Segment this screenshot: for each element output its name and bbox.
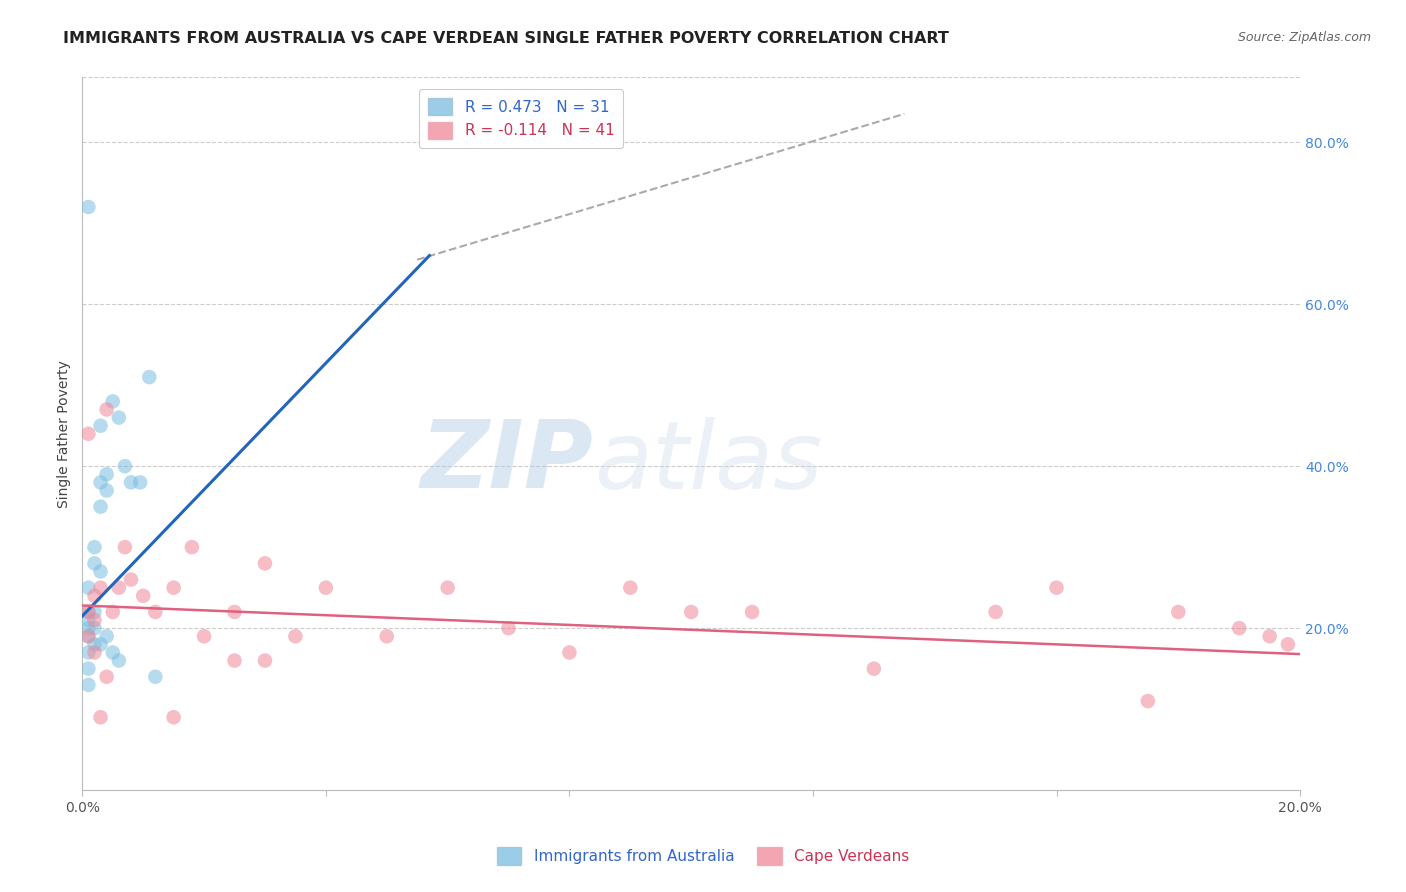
Point [83, 589, 105, 603]
Point [863, 662, 886, 676]
Point [77, 605, 100, 619]
Point [120, 475, 142, 490]
Point [83, 637, 105, 651]
Point [284, 629, 307, 643]
Point [1136, 694, 1159, 708]
Point [101, 394, 124, 409]
Point [77, 629, 100, 643]
Point [90, 581, 112, 595]
Point [224, 654, 246, 668]
Point [77, 629, 100, 643]
Point [619, 581, 641, 595]
Point [498, 621, 520, 635]
Point [143, 670, 166, 684]
Point [1258, 629, 1281, 643]
Point [101, 645, 124, 659]
Point [77, 662, 100, 676]
Point [108, 581, 131, 595]
Point [77, 621, 100, 635]
Point [162, 710, 184, 724]
Point [77, 645, 100, 659]
Point [96, 629, 118, 643]
Point [83, 621, 105, 635]
Text: IMMIGRANTS FROM AUSTRALIA VS CAPE VERDEAN SINGLE FATHER POVERTY CORRELATION CHAR: IMMIGRANTS FROM AUSTRALIA VS CAPE VERDEA… [63, 31, 949, 46]
Point [108, 654, 131, 668]
Point [90, 475, 112, 490]
Point [96, 467, 118, 482]
Point [193, 629, 215, 643]
Point [1277, 637, 1299, 651]
Point [1167, 605, 1189, 619]
Point [77, 581, 100, 595]
Point [1045, 581, 1067, 595]
Point [253, 557, 276, 571]
Point [90, 418, 112, 433]
Point [83, 540, 105, 554]
Y-axis label: Single Father Poverty: Single Father Poverty [58, 359, 72, 508]
Legend: Immigrants from Australia, Cape Verdeans: Immigrants from Australia, Cape Verdeans [491, 841, 915, 871]
Point [77, 678, 100, 692]
Point [108, 410, 131, 425]
Point [114, 540, 136, 554]
Point [83, 605, 105, 619]
Point [77, 613, 100, 627]
Point [96, 483, 118, 498]
Point [180, 540, 202, 554]
Point [224, 605, 246, 619]
Point [83, 613, 105, 627]
Point [90, 500, 112, 514]
Point [90, 710, 112, 724]
Point [436, 581, 458, 595]
Point [101, 605, 124, 619]
Point [558, 645, 581, 659]
Point [138, 370, 160, 384]
Point [77, 605, 100, 619]
Point [96, 670, 118, 684]
Point [120, 573, 142, 587]
Point [129, 475, 152, 490]
Point [681, 605, 703, 619]
Point [984, 605, 1007, 619]
Point [315, 581, 337, 595]
Point [132, 589, 155, 603]
Point [96, 402, 118, 417]
Legend: R = 0.473   N = 31, R = -0.114   N = 41: R = 0.473 N = 31, R = -0.114 N = 41 [419, 88, 623, 148]
Point [741, 605, 763, 619]
Point [114, 459, 136, 474]
Point [1227, 621, 1250, 635]
Point [90, 637, 112, 651]
Text: ZIP: ZIP [420, 417, 593, 508]
Point [83, 557, 105, 571]
Point [77, 200, 100, 214]
Point [375, 629, 398, 643]
Point [162, 581, 184, 595]
Text: Source: ZipAtlas.com: Source: ZipAtlas.com [1237, 31, 1371, 45]
Point [143, 605, 166, 619]
Text: atlas: atlas [593, 417, 823, 508]
Point [253, 654, 276, 668]
Point [90, 565, 112, 579]
Point [83, 645, 105, 659]
Point [77, 426, 100, 441]
